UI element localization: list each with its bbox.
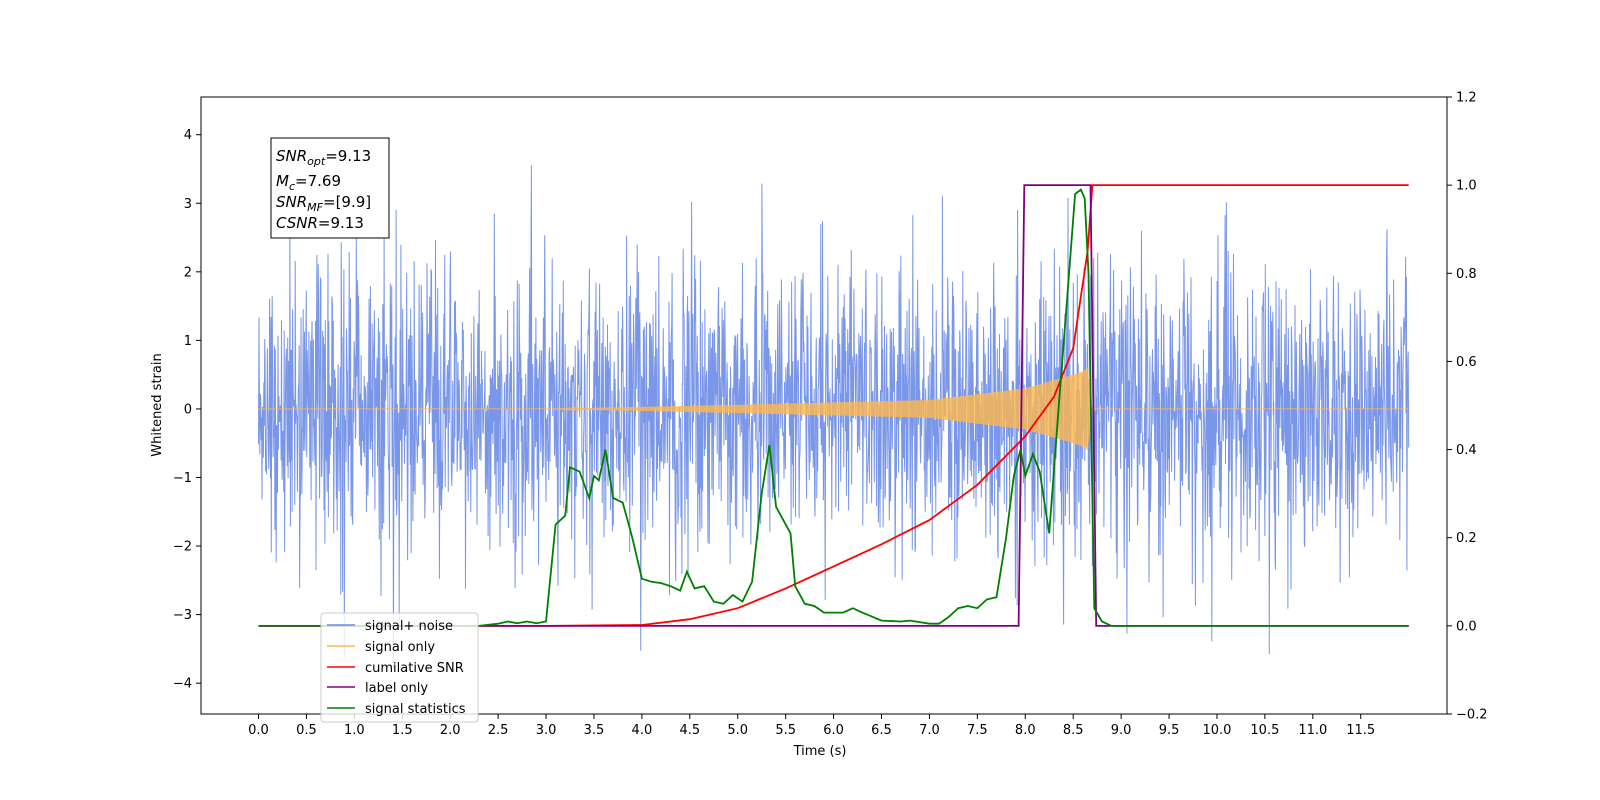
x-tick-label: 11.0 xyxy=(1298,723,1327,738)
series-signal-noise xyxy=(258,165,1410,669)
legend-label: signal+ noise xyxy=(365,619,453,634)
info-box-frame xyxy=(270,137,390,239)
x-tick-label: 1.5 xyxy=(392,723,413,738)
y-left-tick-label: 0 xyxy=(184,402,192,417)
y-left-tick-label: 1 xyxy=(184,334,192,349)
x-tick-label: 9.5 xyxy=(1159,723,1180,738)
legend-entry-cumulative-snr: cumilative SNR xyxy=(327,661,464,676)
legend-frame xyxy=(320,612,479,723)
series-signal-only xyxy=(258,367,1409,450)
y-right-tick-label: 0.2 xyxy=(1456,531,1477,546)
legend-label: signal only xyxy=(365,640,435,655)
y-right-tick-label: 0.6 xyxy=(1456,355,1477,370)
y-left-tick-label: −2 xyxy=(173,540,192,555)
y-right-tick-label: 0.0 xyxy=(1456,619,1477,634)
y-right-tick-label: 0.4 xyxy=(1456,443,1477,458)
x-tick-label: 5.5 xyxy=(775,723,796,738)
x-tick-label: 2.0 xyxy=(440,723,461,738)
x-tick-label: 10.0 xyxy=(1202,723,1231,738)
y-left-tick-label: 4 xyxy=(184,128,192,143)
x-axis-label: Time (s) xyxy=(793,744,847,759)
x-tick-label: 7.0 xyxy=(919,723,940,738)
info-line-mc: Mc=7.69 xyxy=(276,172,341,193)
x-tick-label: 7.5 xyxy=(967,723,988,738)
x-tick-label: 9.0 xyxy=(1111,723,1132,738)
y-right-tick-label: 1.0 xyxy=(1456,179,1477,194)
legend-label: signal statistics xyxy=(365,702,466,717)
legend-entry-label-only: label only xyxy=(327,681,428,696)
x-tick-label: 6.5 xyxy=(871,723,892,738)
legend-entry-signal-noise: signal+ noise xyxy=(327,619,453,634)
y-left-tick-label: 2 xyxy=(184,265,192,280)
y-axis-label-left: Whitened strain xyxy=(150,353,165,456)
info-line-snr-mf: SNRMF=[9.9] xyxy=(276,193,371,214)
x-tick-label: 4.5 xyxy=(679,723,700,738)
x-tick-label: 6.0 xyxy=(823,723,844,738)
legend-entry-signal-statistics: signal statistics xyxy=(327,702,466,717)
legend-label: cumilative SNR xyxy=(365,661,464,676)
y-left-tick-label: 3 xyxy=(184,197,192,212)
x-tick-label: 3.5 xyxy=(584,723,605,738)
info-box: SNRopt=9.13 Mc=7.69 SNRMF=[9.9] CSNR=9.1… xyxy=(270,137,390,239)
x-tick-label: 3.0 xyxy=(536,723,557,738)
x-tick-label: 11.5 xyxy=(1346,723,1375,738)
x-tick-label: 0.0 xyxy=(248,723,269,738)
info-line-snr-opt: SNRopt=9.13 xyxy=(276,147,371,168)
x-tick-label: 4.0 xyxy=(632,723,653,738)
plot-frame xyxy=(200,96,1448,715)
x-tick-label: 1.0 xyxy=(344,723,365,738)
y-right-tick-label: 0.8 xyxy=(1456,267,1477,282)
series-signal-statistics xyxy=(258,188,1409,627)
legend-label: label only xyxy=(365,681,428,696)
y-right-tick-label: −0.2 xyxy=(1456,708,1488,723)
y-left-tick-label: −4 xyxy=(173,677,192,692)
y-left-tick-label: −3 xyxy=(173,608,192,623)
y-left-tick-label: −1 xyxy=(173,471,192,486)
x-tick-label: 2.5 xyxy=(488,723,509,738)
legend: signal+ noise signal only cumilative SNR… xyxy=(320,612,479,723)
x-tick-label: 8.5 xyxy=(1063,723,1084,738)
x-tick-label: 10.5 xyxy=(1250,723,1279,738)
info-line-csnr: CSNR=9.13 xyxy=(276,214,364,232)
y-right-tick-label: 1.2 xyxy=(1456,91,1477,106)
x-tick-label: 5.0 xyxy=(727,723,748,738)
x-tick-label: 0.5 xyxy=(296,723,317,738)
x-tick-label: 8.0 xyxy=(1015,723,1036,738)
legend-entry-signal-only: signal only xyxy=(327,640,435,655)
series-cumulative-snr xyxy=(258,184,1409,627)
